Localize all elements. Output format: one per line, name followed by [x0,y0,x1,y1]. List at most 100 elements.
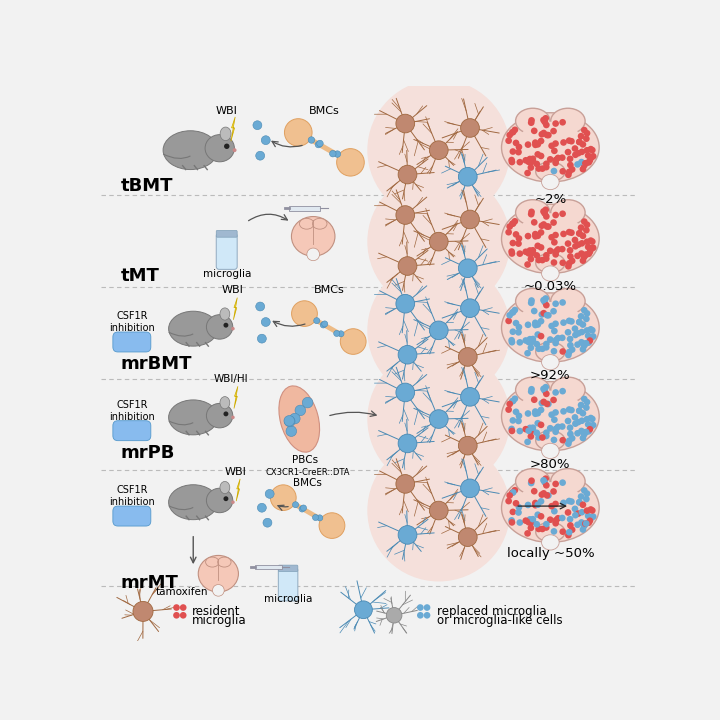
Circle shape [265,490,274,498]
Circle shape [583,496,590,503]
Ellipse shape [536,253,565,273]
Circle shape [531,127,538,134]
Polygon shape [233,297,238,320]
Circle shape [580,257,586,264]
Circle shape [553,517,559,523]
Circle shape [459,259,477,277]
Circle shape [528,159,534,166]
Circle shape [567,162,574,168]
Circle shape [552,120,559,127]
Text: inhibition: inhibition [109,412,155,422]
Ellipse shape [207,315,233,339]
Text: WBI: WBI [216,106,238,116]
Text: inhibition: inhibition [109,498,155,507]
Circle shape [588,238,594,244]
Circle shape [231,500,235,504]
Circle shape [459,528,477,546]
Circle shape [510,489,516,496]
Circle shape [585,159,592,166]
Circle shape [532,233,539,240]
Circle shape [588,334,595,341]
Circle shape [513,500,519,507]
Circle shape [292,502,299,508]
Text: BMCs: BMCs [309,106,340,116]
Circle shape [580,233,586,239]
Circle shape [582,521,589,527]
Circle shape [263,518,272,527]
Circle shape [575,510,582,517]
Circle shape [538,333,544,339]
Circle shape [549,234,555,240]
Circle shape [532,500,539,506]
Circle shape [589,147,595,153]
Circle shape [511,307,518,313]
Circle shape [589,238,595,245]
Ellipse shape [541,535,559,550]
Circle shape [528,211,534,217]
Circle shape [509,398,516,405]
Circle shape [224,143,230,149]
Circle shape [576,230,582,237]
Circle shape [559,246,566,253]
Circle shape [173,604,180,611]
Ellipse shape [502,113,599,182]
Circle shape [545,132,552,138]
Circle shape [505,138,512,144]
Circle shape [551,416,558,423]
Circle shape [543,429,549,436]
Circle shape [505,498,512,505]
Circle shape [551,259,557,266]
Circle shape [569,526,575,533]
Circle shape [576,230,582,237]
Circle shape [510,129,516,135]
Text: or microglia-like cells: or microglia-like cells [437,614,563,627]
Circle shape [579,148,585,156]
Circle shape [528,256,534,262]
Circle shape [580,346,586,353]
Circle shape [549,411,555,418]
Circle shape [223,411,228,416]
Circle shape [534,141,541,148]
Circle shape [300,505,307,511]
Circle shape [523,518,529,524]
Circle shape [233,148,237,152]
Circle shape [539,400,545,407]
Ellipse shape [516,377,550,402]
Circle shape [584,399,590,405]
Circle shape [538,153,544,159]
Circle shape [396,114,415,133]
Circle shape [536,434,542,441]
Text: CX3CR1-CreER::DTA: CX3CR1-CreER::DTA [266,468,350,477]
Circle shape [581,162,588,169]
Circle shape [552,140,559,147]
Circle shape [133,601,153,621]
Circle shape [526,338,532,346]
Circle shape [513,140,519,146]
Circle shape [545,492,552,499]
Circle shape [565,441,572,447]
Circle shape [510,328,516,335]
Ellipse shape [502,204,599,274]
Circle shape [543,161,549,167]
Circle shape [544,492,550,499]
Ellipse shape [541,266,559,281]
Circle shape [532,231,539,238]
Circle shape [559,259,566,266]
Circle shape [526,428,532,434]
Circle shape [528,251,534,258]
Circle shape [317,515,323,521]
Circle shape [538,421,544,428]
Circle shape [544,223,550,230]
Circle shape [559,119,566,125]
Circle shape [580,501,586,508]
Circle shape [560,320,567,326]
Circle shape [528,386,535,392]
Circle shape [541,399,547,405]
Circle shape [572,332,579,338]
Circle shape [461,299,480,318]
Circle shape [572,237,578,243]
Circle shape [398,526,417,544]
Circle shape [516,324,522,330]
Circle shape [584,238,590,245]
Circle shape [583,315,590,323]
